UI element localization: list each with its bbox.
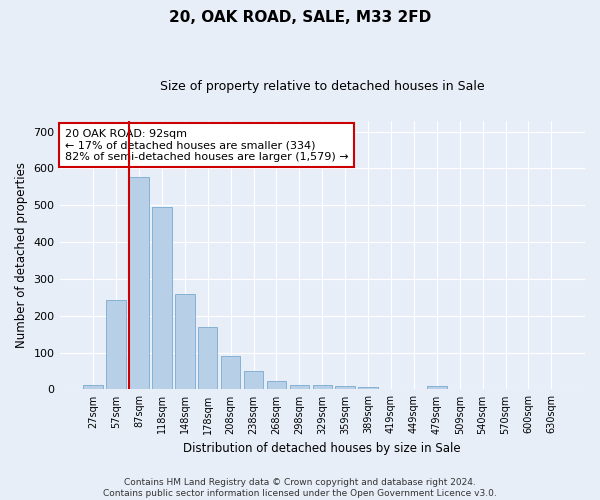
Text: 20 OAK ROAD: 92sqm
← 17% of detached houses are smaller (334)
82% of semi-detach: 20 OAK ROAD: 92sqm ← 17% of detached hou… bbox=[65, 128, 349, 162]
Title: Size of property relative to detached houses in Sale: Size of property relative to detached ho… bbox=[160, 80, 485, 93]
Y-axis label: Number of detached properties: Number of detached properties bbox=[15, 162, 28, 348]
Bar bbox=[175, 294, 194, 390]
Bar bbox=[221, 356, 241, 390]
Text: Contains HM Land Registry data © Crown copyright and database right 2024.
Contai: Contains HM Land Registry data © Crown c… bbox=[103, 478, 497, 498]
Bar bbox=[106, 300, 126, 390]
Bar bbox=[198, 327, 217, 390]
X-axis label: Distribution of detached houses by size in Sale: Distribution of detached houses by size … bbox=[184, 442, 461, 455]
Bar bbox=[244, 372, 263, 390]
Bar bbox=[335, 386, 355, 390]
Bar bbox=[152, 207, 172, 390]
Bar bbox=[129, 176, 149, 390]
Bar bbox=[267, 380, 286, 390]
Bar bbox=[290, 384, 309, 390]
Text: 20, OAK ROAD, SALE, M33 2FD: 20, OAK ROAD, SALE, M33 2FD bbox=[169, 10, 431, 25]
Bar bbox=[427, 386, 446, 390]
Bar bbox=[83, 384, 103, 390]
Bar bbox=[358, 387, 378, 390]
Bar bbox=[313, 385, 332, 390]
